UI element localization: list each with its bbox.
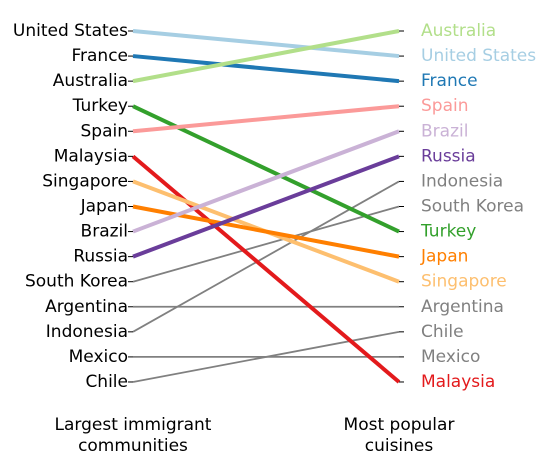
right-label-malaysia: Malaysia [421, 372, 495, 392]
line-chile [132, 330, 400, 383]
left-label-spain: Spain [81, 121, 129, 141]
right-label-japan: Japan [420, 247, 468, 267]
right-label-chile: Chile [421, 322, 464, 342]
left-label-argentina: Argentina [45, 297, 128, 317]
right-label-spain: Spain [421, 96, 469, 116]
left-label-turkey: Turkey [72, 96, 128, 116]
right-label-argentina: Argentina [421, 297, 504, 317]
left-label-france: France [71, 46, 128, 66]
left-label-japan: Japan [80, 196, 128, 216]
right-label-united-states: United States [421, 46, 536, 66]
right-label-russia: Russia [421, 146, 476, 166]
left-label-singapore: Singapore [42, 171, 128, 191]
left-label-malaysia: Malaysia [54, 146, 128, 166]
left-label-south-korea: South Korea [25, 272, 128, 292]
left-label-chile: Chile [85, 372, 128, 392]
line-south-korea [132, 205, 400, 283]
left-label-australia: Australia [53, 71, 128, 91]
x-category-label: Largest immigrant communities [55, 415, 212, 456]
right-label-turkey: Turkey [420, 222, 476, 242]
left-label-russia: Russia [73, 247, 128, 267]
right-label-mexico: Mexico [421, 347, 480, 367]
right-label-indonesia: Indonesia [421, 171, 503, 191]
line-brazil [132, 129, 400, 234]
line-indonesia [132, 180, 400, 333]
right-label-singapore: Singapore [421, 272, 507, 292]
right-label-south-korea: South Korea [421, 196, 524, 216]
left-label-united-states: United States [13, 21, 128, 41]
left-label-indonesia: Indonesia [46, 322, 128, 342]
line-france [132, 54, 400, 84]
right-label-brazil: Brazil [421, 121, 468, 141]
line-spain [132, 104, 400, 134]
line-australia [132, 29, 400, 84]
line-russia [132, 154, 400, 259]
left-label-brazil: Brazil [81, 222, 128, 242]
line-united-states [132, 29, 400, 59]
left-label-mexico: Mexico [69, 347, 128, 367]
line-malaysia [131, 154, 401, 384]
x-category-label: Most popular cuisines [344, 415, 455, 456]
right-label-france: France [421, 71, 478, 91]
right-label-australia: Australia [421, 21, 496, 41]
